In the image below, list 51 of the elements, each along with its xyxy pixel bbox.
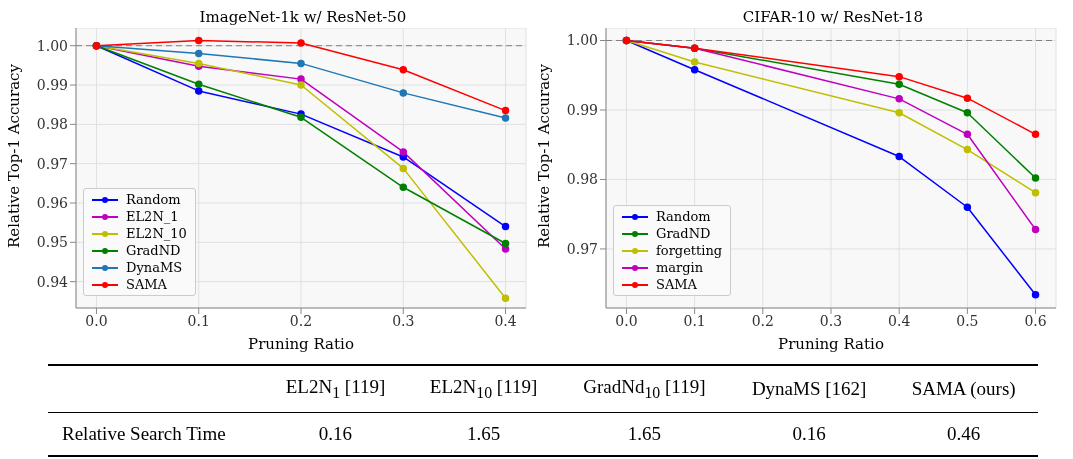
y-tick-label: 0.99: [566, 101, 598, 118]
y-tick-label: 0.94: [36, 273, 69, 290]
x-axis-title: Pruning Ratio: [248, 334, 354, 353]
x-tick-label: 0.2: [289, 312, 313, 329]
y-tick-label: 0.98: [36, 116, 68, 133]
chart-title: CIFAR-10 w/ ResNet-18: [741, 8, 925, 28]
data-label: 1.65: [626, 421, 662, 446]
data-label: 0.46: [946, 421, 982, 446]
data-label: 0.16: [791, 421, 827, 446]
x-axis-title: Pruning Ratio: [778, 334, 884, 353]
x-tick-label: 0.4: [888, 312, 911, 329]
legend-label: EL2N_1: [126, 208, 179, 225]
legend-label: forgetting: [656, 242, 723, 259]
category-label: SAMA (ours): [910, 376, 1017, 401]
y-tick-label: 0.97: [36, 155, 68, 172]
y-tick-label: 0.95: [36, 234, 68, 251]
legend-label: GradND: [656, 225, 711, 242]
x-tick-label: 0.3: [392, 312, 415, 329]
x-tick-label: 0.0: [615, 312, 638, 329]
y-tick-label: 1.00: [566, 32, 598, 49]
legend-label: margin: [656, 259, 704, 276]
data-label: 0.16: [317, 421, 354, 446]
legend-label: DynaMS: [126, 259, 183, 276]
legend-label: SAMA: [656, 276, 697, 293]
legend-label: GradND: [126, 242, 181, 259]
y-axis-title: Relative Top-1 Accuracy: [5, 63, 24, 248]
y-tick-label: 0.99: [36, 76, 68, 93]
y-tick-label: 0.97: [566, 240, 598, 257]
y-tick-label: 1.00: [36, 37, 68, 54]
legend-label: SAMA: [126, 276, 167, 293]
category-label: EL2N$_{10}$ [119]: [428, 375, 539, 403]
x-tick-label: 0.1: [187, 312, 210, 329]
data-label: 1.65: [465, 421, 502, 446]
x-tick-label: 0.2: [751, 312, 774, 329]
y-axis-title: Relative Top-1 Accuracy: [535, 63, 554, 248]
x-tick-label: 0.5: [956, 312, 979, 329]
legend-label: Random: [126, 191, 181, 208]
y-tick-label: 0.98: [566, 171, 598, 188]
x-tick-label: 0.6: [1024, 312, 1047, 329]
x-tick-label: 0.3: [819, 312, 843, 329]
category-label: EL2N$_{1}$ [119]: [284, 375, 387, 403]
x-tick-label: 0.4: [494, 312, 517, 329]
category-label: GradNd$_{10}$ [119]: [582, 375, 707, 403]
legend-label: EL2N_10: [126, 225, 187, 242]
x-tick-label: 0.1: [683, 312, 706, 329]
x-tick-label: 0.0: [85, 312, 108, 329]
y-tick-label: 0.96: [36, 194, 69, 211]
chart-title: ImageNet-1k w/ ResNet-50: [198, 8, 408, 28]
category-label: DynaMS [162]: [750, 376, 868, 401]
text: Relative Search Time: [61, 421, 227, 446]
legend-label: Random: [656, 208, 711, 225]
